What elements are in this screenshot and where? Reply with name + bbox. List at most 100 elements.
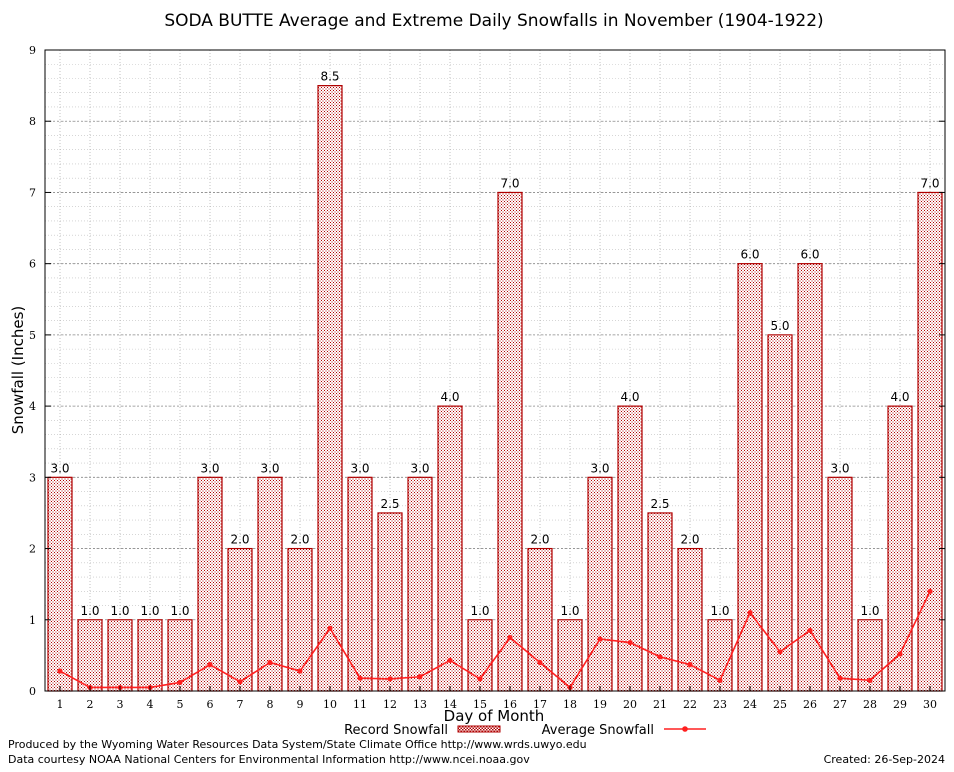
x-tick-label-26: 26 — [803, 698, 817, 711]
average-point-day-25 — [777, 649, 783, 655]
bar-day-7 — [227, 547, 253, 692]
data-label-day-11: 3.0 — [350, 461, 369, 475]
average-point-day-7 — [237, 679, 243, 685]
data-label-day-4: 1.0 — [140, 604, 159, 618]
bar-day-20 — [617, 405, 643, 692]
y-tick-label-8: 8 — [29, 115, 36, 128]
data-label-day-12: 2.5 — [380, 497, 399, 511]
legend-label-record: Record Snowfall — [344, 723, 448, 738]
x-tick-label-30: 30 — [923, 698, 937, 711]
data-label-day-24: 6.0 — [740, 248, 759, 262]
average-point-day-22 — [687, 662, 693, 668]
data-label-day-22: 2.0 — [680, 533, 699, 547]
average-point-day-28 — [867, 677, 873, 683]
bar-day-8 — [257, 476, 283, 692]
average-point-day-9 — [297, 668, 303, 674]
x-tick-label-24: 24 — [743, 698, 757, 711]
y-axis-label: Snowfall (Inches) — [9, 306, 27, 434]
data-label-day-17: 2.0 — [530, 533, 549, 547]
bar-day-6 — [197, 476, 223, 692]
x-tick-label-29: 29 — [893, 698, 907, 711]
average-point-day-29 — [897, 651, 903, 657]
bar-day-30 — [917, 191, 943, 692]
bar-day-2 — [77, 619, 103, 692]
y-tick-label-7: 7 — [29, 186, 36, 199]
x-tick-label-17: 17 — [533, 698, 547, 711]
bars — [47, 85, 943, 692]
y-tick-label-3: 3 — [29, 471, 36, 484]
bar-day-14 — [437, 405, 463, 692]
x-tick-label-10: 10 — [323, 698, 337, 711]
bar-day-13 — [407, 476, 433, 692]
y-tick-label-2: 2 — [29, 543, 36, 556]
average-point-day-15 — [477, 676, 483, 682]
bar-day-19 — [587, 476, 613, 692]
x-tick-label-9: 9 — [297, 698, 304, 711]
x-tick-label-18: 18 — [563, 698, 577, 711]
bar-day-1 — [47, 476, 73, 692]
data-label-day-9: 2.0 — [290, 533, 309, 547]
x-tick-label-21: 21 — [653, 698, 667, 711]
bar-day-12 — [377, 512, 403, 692]
data-label-day-6: 3.0 — [200, 461, 219, 475]
average-series-line — [59, 590, 931, 689]
average-point-day-1 — [57, 668, 63, 674]
average-point-day-11 — [357, 675, 363, 681]
data-label-day-21: 2.5 — [650, 497, 669, 511]
x-tick-label-14: 14 — [443, 698, 457, 711]
y-tick-label-6: 6 — [29, 258, 36, 271]
x-tick-label-15: 15 — [473, 698, 487, 711]
x-tick-label-20: 20 — [623, 698, 637, 711]
x-tick-label-1: 1 — [57, 698, 64, 711]
average-point-day-20 — [627, 639, 633, 646]
data-label-day-15: 1.0 — [470, 604, 489, 618]
average-point-day-30 — [927, 588, 933, 594]
bar-day-3 — [107, 619, 133, 692]
average-point-day-23 — [717, 677, 723, 683]
data-label-day-8: 3.0 — [260, 461, 279, 475]
average-point-day-26 — [807, 627, 813, 634]
data-label-day-30: 7.0 — [920, 176, 939, 190]
bar-day-11 — [347, 476, 373, 692]
y-tick-label-5: 5 — [29, 329, 36, 342]
footer-producer: Produced by the Wyoming Water Resources … — [8, 738, 587, 751]
x-tick-label-19: 19 — [593, 698, 607, 711]
average-point-day-16 — [507, 634, 513, 641]
average-point-day-5 — [177, 679, 183, 686]
bar-day-16 — [497, 191, 523, 692]
legend: Record Snowfall Average Snowfall — [344, 723, 706, 738]
average-point-day-10 — [327, 625, 333, 631]
data-label-day-23: 1.0 — [710, 604, 729, 618]
data-label-day-1: 3.0 — [50, 461, 69, 475]
legend-marker-average — [682, 726, 688, 732]
x-tick-label-2: 2 — [87, 698, 94, 711]
bar-day-27 — [827, 476, 853, 692]
average-point-day-19 — [597, 636, 603, 642]
y-tick-label-0: 0 — [29, 685, 36, 698]
average-point-day-8 — [267, 659, 273, 666]
x-tick-label-11: 11 — [353, 698, 367, 711]
x-tick-label-3: 3 — [117, 698, 124, 711]
bar-day-10 — [317, 85, 343, 692]
bar-day-26 — [797, 263, 823, 692]
y-tick-label-1: 1 — [29, 614, 36, 627]
data-label-day-28: 1.0 — [860, 604, 879, 618]
data-labels: 3.0 1.0 1.0 1.0 1.0 3.0 2.0 3.0 2.0 8.5 3.0 2.5 3.0 4… — [50, 70, 939, 618]
x-tick-label-8: 8 — [267, 698, 274, 711]
data-label-day-10: 8.5 — [320, 70, 339, 84]
bar-day-25 — [767, 334, 793, 692]
average-point-day-27 — [837, 675, 843, 681]
average-point-day-14 — [447, 657, 453, 663]
x-tick-label-7: 7 — [237, 698, 244, 711]
footer-created: Created: 26-Sep-2024 — [824, 753, 945, 766]
average-point-day-12 — [387, 676, 393, 682]
data-label-day-25: 5.0 — [770, 319, 789, 333]
bar-day-24 — [737, 263, 763, 692]
x-tick-label-12: 12 — [383, 698, 397, 711]
x-tick-label-27: 27 — [833, 698, 847, 711]
data-label-day-3: 1.0 — [110, 604, 129, 618]
x-tick-label-5: 5 — [177, 698, 184, 711]
